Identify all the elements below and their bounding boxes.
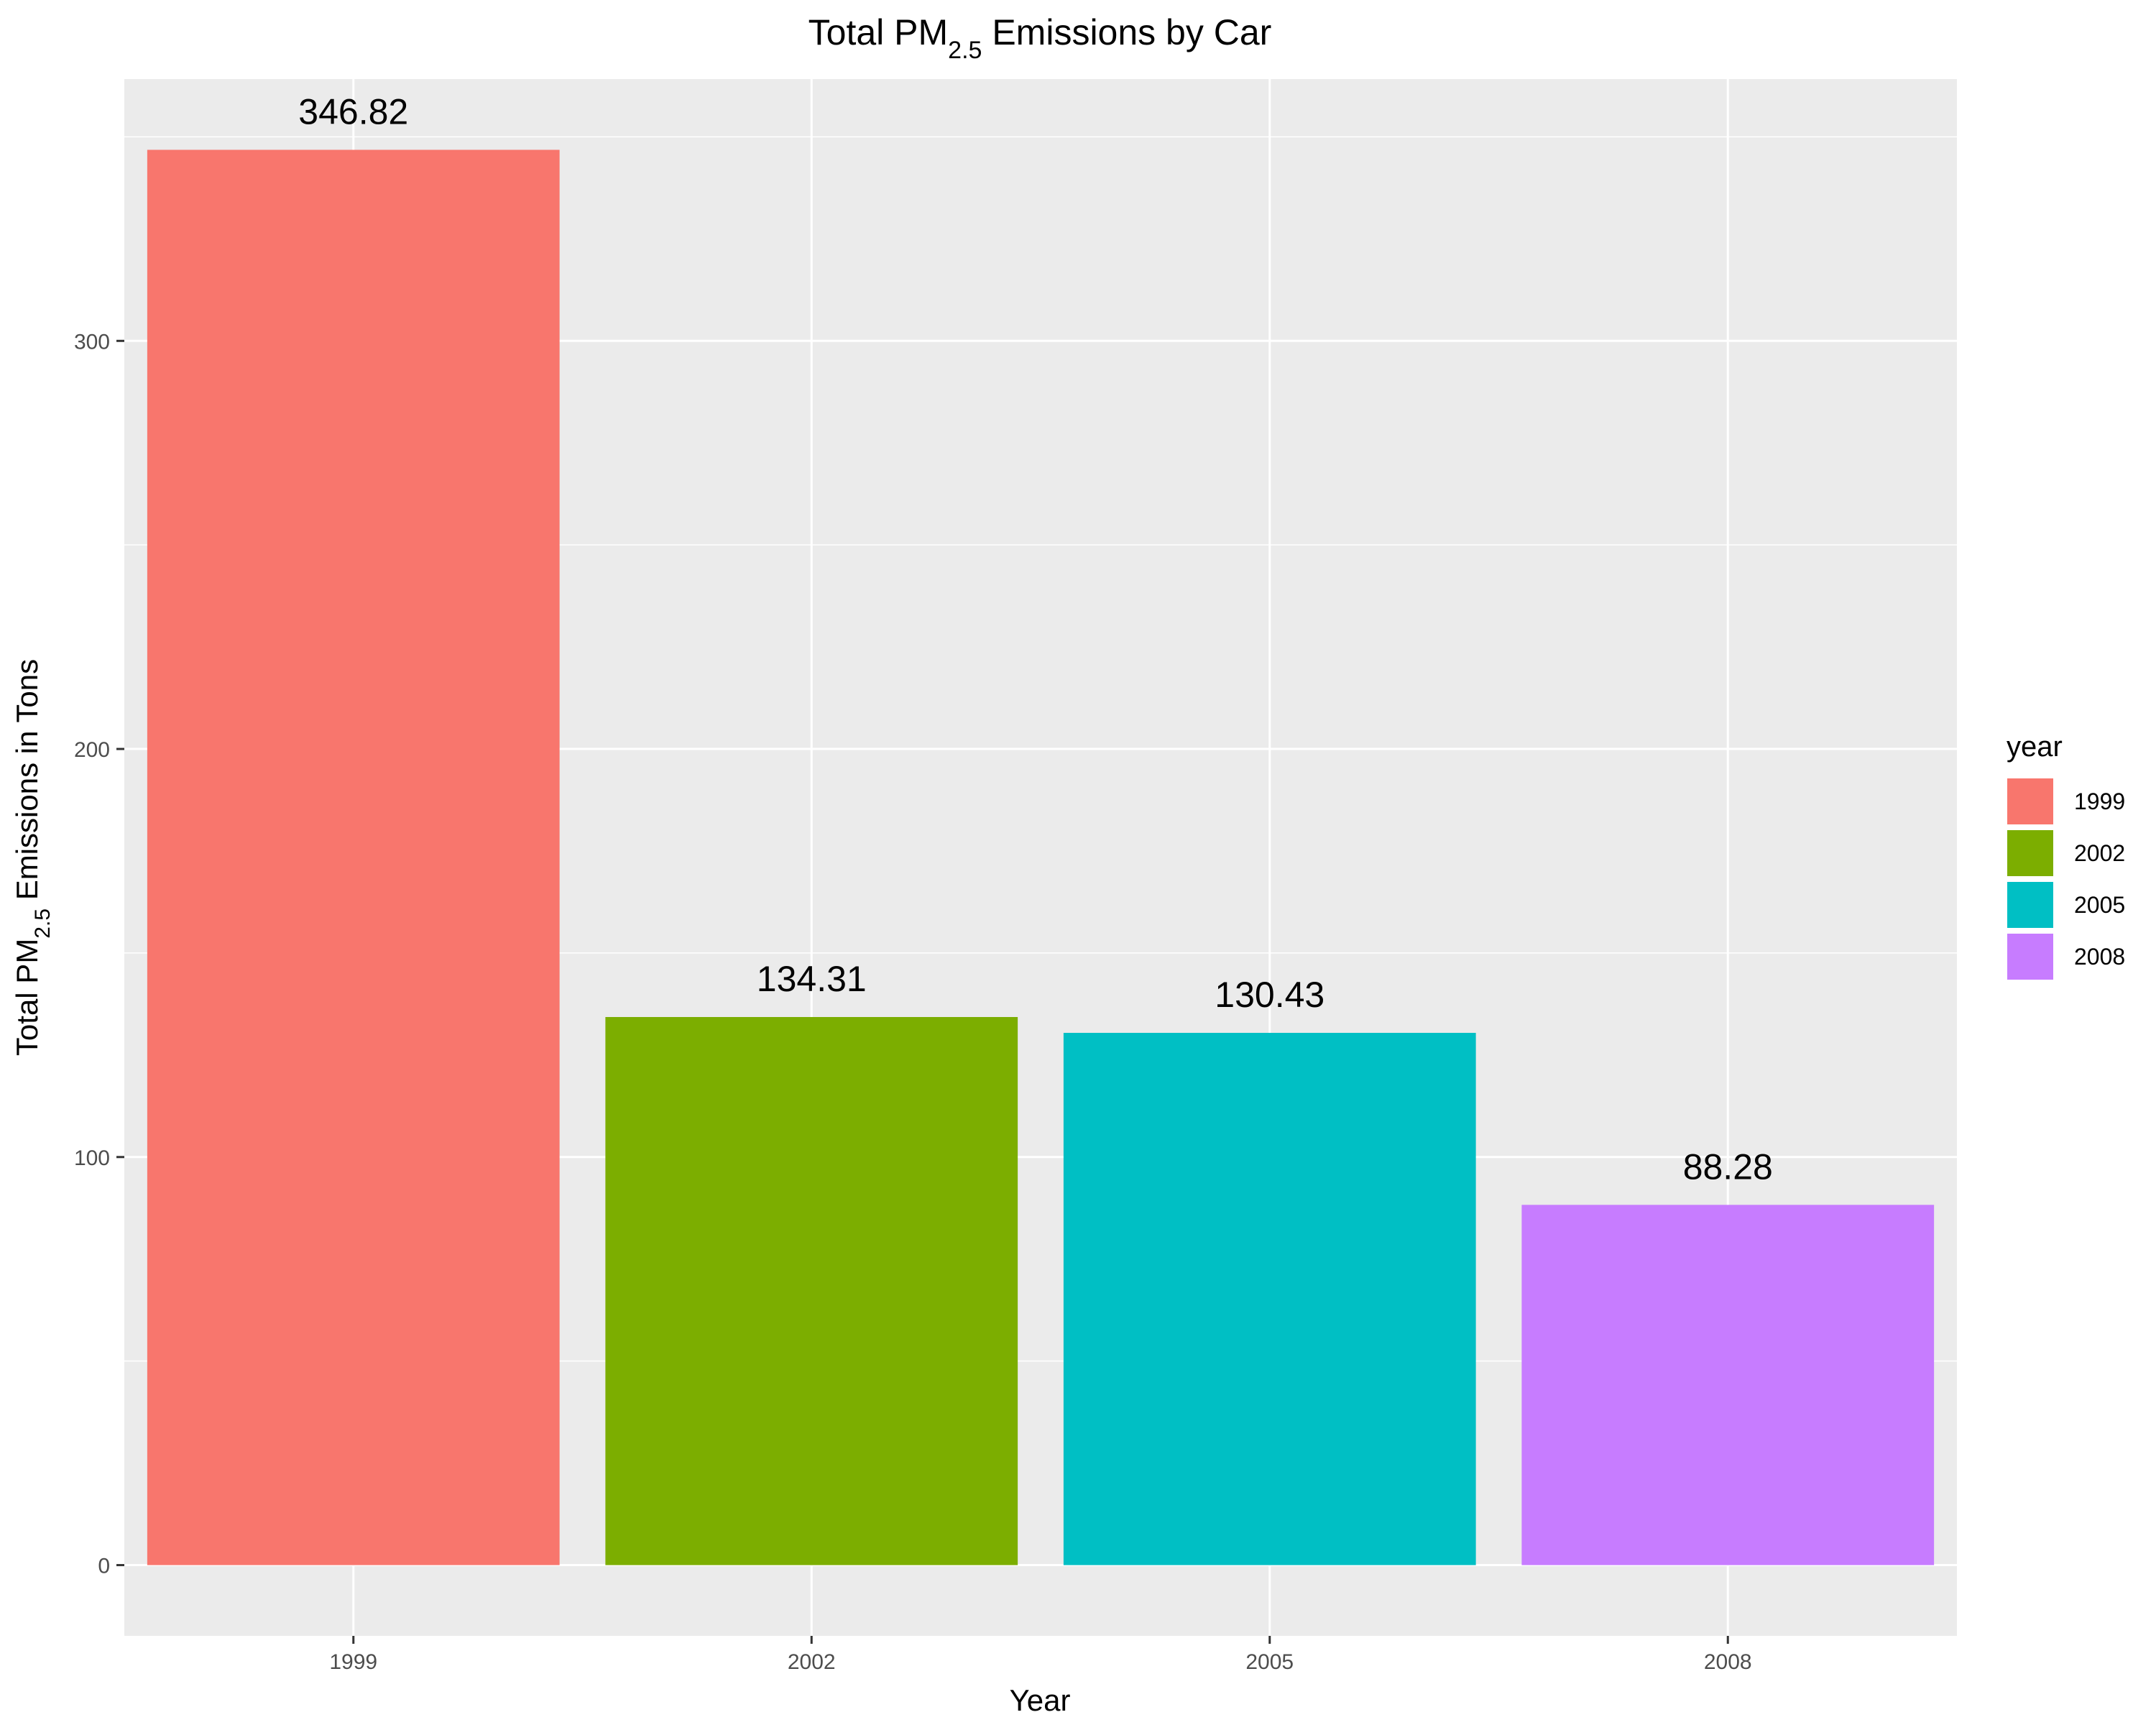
legend: year 1999 2002 2005 2008	[2006, 731, 2125, 981]
legend-label-2005: 2005	[2074, 892, 2125, 918]
legend-key-2002	[2006, 829, 2055, 878]
y-tick-label: 200	[74, 738, 110, 762]
chart-title-suffix: Emissions by Car	[982, 12, 1271, 52]
x-axis: 1999 2002 2005 2008	[329, 1636, 1752, 1674]
legend-label-1999: 1999	[2074, 788, 2125, 814]
legend-key-1999	[2006, 777, 2055, 826]
x-axis-title: Year	[1010, 1683, 1071, 1717]
y-axis-title-prefix: Total PM	[10, 939, 44, 1056]
chart-title: Total PM2.5 Emissions by Car	[808, 12, 1272, 64]
y-tick-label: 300	[74, 330, 110, 354]
y-tick-label: 0	[98, 1555, 110, 1578]
x-tick-label: 2002	[788, 1650, 836, 1674]
y-axis-title-suffix: Emissions in Tons	[10, 659, 44, 908]
chart-title-prefix: Total PM	[808, 12, 949, 52]
data-label-2002: 134.31	[757, 959, 867, 999]
y-axis-title: Total PM2.5 Emissions in Tons	[10, 659, 55, 1056]
data-label-2005: 130.43	[1215, 975, 1325, 1015]
bar-2008	[1521, 1205, 1935, 1565]
legend-key-2005	[2006, 880, 2055, 929]
bars	[147, 150, 1935, 1565]
legend-title: year	[2007, 731, 2063, 763]
x-tick-label: 1999	[329, 1650, 377, 1674]
x-tick-label: 2008	[1704, 1650, 1752, 1674]
legend-key-2008	[2006, 932, 2055, 981]
data-label-1999: 346.82	[298, 91, 408, 132]
y-axis-title-subscript: 2.5	[31, 908, 55, 939]
x-tick-label: 2005	[1245, 1650, 1294, 1674]
legend-label-2002: 2002	[2074, 840, 2125, 866]
bar-2002	[605, 1016, 1018, 1565]
y-tick-label: 100	[74, 1146, 110, 1170]
legend-items: 1999 2002 2005 2008	[2006, 777, 2125, 981]
data-label-2008: 88.28	[1683, 1146, 1773, 1187]
y-axis: 0 100 200 300	[74, 330, 124, 1578]
legend-label-2008: 2008	[2074, 944, 2125, 970]
bar-2005	[1063, 1033, 1476, 1565]
data-labels: 346.82 134.31 130.43 88.28	[298, 91, 1773, 1187]
chart-title-subscript: 2.5	[948, 37, 982, 64]
bar-1999	[147, 150, 560, 1565]
